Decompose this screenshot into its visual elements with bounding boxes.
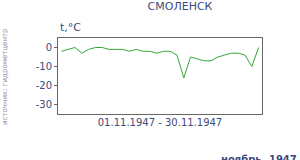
svg-text:ноябрь, 1947: ноябрь, 1947	[221, 154, 297, 160]
svg-text:источник: гидрометцентр: источник: гидрометцентр	[1, 28, 9, 125]
svg-text:-20: -20	[36, 80, 52, 91]
svg-text:-30: -30	[36, 99, 52, 110]
svg-text:0: 0	[46, 42, 52, 53]
svg-text:01.11.1947 - 30.11.1947: 01.11.1947 - 30.11.1947	[98, 117, 222, 128]
svg-text:t,°C: t,°C	[60, 21, 81, 34]
svg-text:-10: -10	[36, 61, 52, 72]
svg-text:СМОЛЕНСК: СМОЛЕНСК	[148, 0, 213, 13]
